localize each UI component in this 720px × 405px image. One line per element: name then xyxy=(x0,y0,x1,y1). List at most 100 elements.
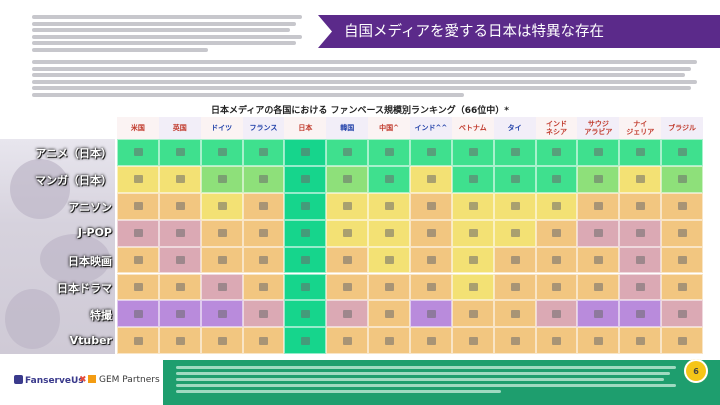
blurred-text-line xyxy=(32,28,290,32)
column-header: ブラジル xyxy=(661,117,703,139)
redacted-value xyxy=(552,282,562,291)
heatmap-cell xyxy=(326,273,369,301)
redacted-value xyxy=(426,202,436,211)
redacted-value xyxy=(594,229,604,238)
heatmap-cell xyxy=(117,327,159,355)
heatmap-cell xyxy=(117,300,159,328)
redacted-value xyxy=(133,309,143,318)
heatmap-cell xyxy=(242,219,285,247)
redacted-value xyxy=(552,309,562,318)
redacted-value xyxy=(426,309,436,318)
column-header: ベトナム xyxy=(451,117,494,139)
heatmap-cell xyxy=(451,219,494,247)
column-header: 韓国 xyxy=(326,117,369,139)
heatmap-cell xyxy=(368,246,410,274)
redacted-value xyxy=(468,202,478,211)
column-header: インド ネシア xyxy=(535,117,578,139)
fanserveus-logo-icon xyxy=(14,375,23,384)
heatmap-cell xyxy=(284,192,327,220)
heatmap-cell xyxy=(368,300,410,328)
redacted-value xyxy=(343,336,353,345)
redacted-value xyxy=(510,256,520,265)
left-illustration xyxy=(0,139,115,354)
blurred-text-line xyxy=(176,372,670,375)
heatmap-cell xyxy=(158,327,201,355)
ranking-title: 日本メディアの各国における ファンベース規模別ランキング（66位中）* xyxy=(210,106,510,116)
heatmap-cell xyxy=(284,327,327,355)
heatmap-cell xyxy=(661,300,703,328)
heatmap-cell xyxy=(535,219,578,247)
blurred-text-line xyxy=(32,60,697,64)
heatmap-cell xyxy=(326,219,369,247)
redacted-value xyxy=(133,282,143,291)
redacted-value xyxy=(510,309,520,318)
redacted-value xyxy=(343,309,353,318)
heatmap-cell xyxy=(410,219,452,247)
heatmap-cell xyxy=(200,327,243,355)
redacted-value xyxy=(678,202,688,211)
heatmap-cell xyxy=(158,165,201,193)
heatmap-cell xyxy=(619,246,662,274)
row-label: J-POP xyxy=(77,226,112,240)
blurred-text-line xyxy=(176,378,664,381)
redacted-value xyxy=(217,148,227,157)
redacted-value xyxy=(678,148,688,157)
heatmap-cell xyxy=(368,219,410,247)
heatmap-cell xyxy=(410,246,452,274)
heatmap-cell xyxy=(117,273,159,301)
heatmap-cell xyxy=(577,165,620,193)
heatmap-cell xyxy=(284,139,327,166)
heatmap-cell xyxy=(158,192,201,220)
heatmap-cell xyxy=(451,246,494,274)
redacted-value xyxy=(301,309,311,318)
redacted-value xyxy=(678,282,688,291)
illustration-shape xyxy=(10,159,70,219)
heatmap-cell xyxy=(200,165,243,193)
redacted-value xyxy=(594,175,604,184)
redacted-value xyxy=(594,148,604,157)
illustration-shape xyxy=(40,234,110,284)
redacted-value xyxy=(385,336,395,345)
redacted-value xyxy=(217,256,227,265)
redacted-value xyxy=(636,336,646,345)
redacted-value xyxy=(259,256,269,265)
heatmap-cell xyxy=(117,219,159,247)
redacted-value xyxy=(385,175,395,184)
heatmap-cell xyxy=(619,273,662,301)
redacted-value xyxy=(510,202,520,211)
heatmap-cell xyxy=(493,246,536,274)
heatmap-cell xyxy=(284,246,327,274)
heatmap-cell xyxy=(661,327,703,355)
illustration-shape xyxy=(5,289,60,349)
heatmap-cell xyxy=(661,165,703,193)
redacted-value xyxy=(468,336,478,345)
heatmap-cell xyxy=(368,192,410,220)
heatmap-cell xyxy=(326,139,369,166)
redacted-value xyxy=(552,148,562,157)
redacted-value xyxy=(678,229,688,238)
redacted-value xyxy=(636,282,646,291)
redacted-value xyxy=(552,229,562,238)
blurred-text-line xyxy=(176,366,676,369)
row-label: Vtuber xyxy=(69,333,112,347)
heatmap-cell xyxy=(242,273,285,301)
redacted-value xyxy=(426,175,436,184)
redacted-value xyxy=(133,336,143,345)
blurred-text-line xyxy=(32,47,208,52)
heatmap-cell xyxy=(200,300,243,328)
slide-title: 自国メディアを愛する日本は特異な存在 xyxy=(344,24,604,40)
redacted-value xyxy=(175,282,185,291)
page-number-badge: 6 xyxy=(684,359,708,383)
footer-logo-area xyxy=(0,360,163,405)
heatmap-cell xyxy=(451,192,494,220)
heatmap-cell xyxy=(535,165,578,193)
heatmap-cell xyxy=(117,246,159,274)
redacted-value xyxy=(343,282,353,291)
heatmap-cell xyxy=(242,246,285,274)
redacted-value xyxy=(217,282,227,291)
gem-partners-logo-text: GEM Partners xyxy=(99,375,160,385)
blurred-text-line xyxy=(32,66,691,71)
blurred-text-line xyxy=(32,92,465,97)
redacted-value xyxy=(636,256,646,265)
heatmap-cell xyxy=(451,300,494,328)
